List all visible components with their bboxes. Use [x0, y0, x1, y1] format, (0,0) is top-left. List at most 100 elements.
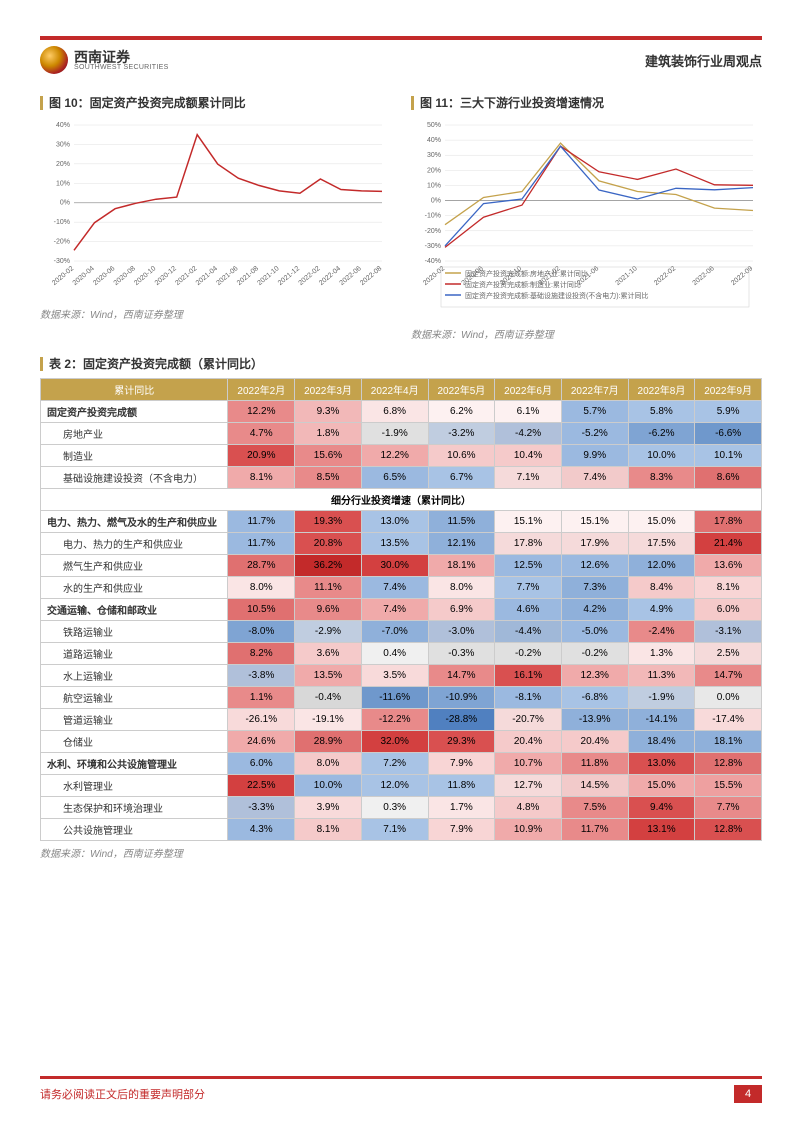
table-cell: 6.0%: [695, 599, 762, 621]
table-cell: 12.2%: [228, 401, 295, 423]
row-label: 航空运输业: [41, 687, 228, 709]
row-label: 制造业: [41, 445, 228, 467]
table-cell: -26.1%: [228, 709, 295, 731]
svg-text:2020-04: 2020-04: [72, 265, 96, 287]
svg-text:50%: 50%: [427, 122, 441, 129]
table-cell: 19.3%: [295, 511, 362, 533]
header-red-bar: [40, 36, 762, 40]
table-cell: 3.9%: [295, 797, 362, 819]
logo-en: SOUTHWEST SECURITIES: [74, 64, 169, 71]
table-row: 电力、热力、燃气及水的生产和供应业11.7%19.3%13.0%11.5%15.…: [41, 511, 762, 533]
svg-text:10%: 10%: [56, 180, 70, 187]
table-2: 累计同比2022年2月2022年3月2022年4月2022年5月2022年6月2…: [40, 378, 762, 841]
table-cell: 15.0%: [628, 511, 695, 533]
table-cell: 10.9%: [495, 819, 562, 841]
table-cell: -0.2%: [561, 643, 628, 665]
table-header: 2022年9月: [695, 379, 762, 401]
table-cell: 18.1%: [428, 555, 495, 577]
row-label: 道路运输业: [41, 643, 228, 665]
table-cell: -10.9%: [428, 687, 495, 709]
svg-text:2020-02: 2020-02: [422, 265, 446, 287]
svg-text:2022-06: 2022-06: [339, 265, 363, 287]
row-label: 基础设施建设投资（不含电力）: [41, 467, 228, 489]
svg-text:-20%: -20%: [54, 239, 70, 246]
table-2-title: 表 2：固定资产投资完成额（累计同比）: [49, 355, 263, 372]
table-cell: 1.7%: [428, 797, 495, 819]
table-cell: -0.4%: [295, 687, 362, 709]
table-cell: 10.0%: [628, 445, 695, 467]
table-row: 制造业20.9%15.6%12.2%10.6%10.4%9.9%10.0%10.…: [41, 445, 762, 467]
svg-text:40%: 40%: [427, 137, 441, 144]
table-cell: 32.0%: [361, 731, 428, 753]
table-cell: 12.0%: [361, 775, 428, 797]
table-cell: 30.0%: [361, 555, 428, 577]
row-label: 生态保护和环境治理业: [41, 797, 228, 819]
table-cell: 12.7%: [495, 775, 562, 797]
table-cell: 8.1%: [228, 467, 295, 489]
table-cell: 5.8%: [628, 401, 695, 423]
table-cell: 20.4%: [495, 731, 562, 753]
table-cell: 12.2%: [361, 445, 428, 467]
table-cell: 12.8%: [695, 753, 762, 775]
row-label: 管道运输业: [41, 709, 228, 731]
table-cell: 5.7%: [561, 401, 628, 423]
table-cell: 14.7%: [428, 665, 495, 687]
table-cell: 15.1%: [495, 511, 562, 533]
svg-text:固定资产投资完成额:制造业:累计同比: 固定资产投资完成额:制造业:累计同比: [465, 280, 581, 289]
table-row: 管道运输业-26.1%-19.1%-12.2%-28.8%-20.7%-13.9…: [41, 709, 762, 731]
table-row: 仓储业24.6%28.9%32.0%29.3%20.4%20.4%18.4%18…: [41, 731, 762, 753]
svg-text:2022-02: 2022-02: [653, 265, 677, 287]
table-cell: 9.3%: [295, 401, 362, 423]
table-cell: 17.8%: [695, 511, 762, 533]
table-cell: -5.2%: [561, 423, 628, 445]
table-cell: 4.6%: [495, 599, 562, 621]
table-cell: 15.1%: [561, 511, 628, 533]
table-cell: 11.8%: [561, 753, 628, 775]
table-cell: -1.9%: [361, 423, 428, 445]
table-cell: 7.9%: [428, 753, 495, 775]
table-cell: 10.6%: [428, 445, 495, 467]
footer-line: [40, 1076, 762, 1079]
table-cell: 7.5%: [561, 797, 628, 819]
table-cell: 36.2%: [295, 555, 362, 577]
table-cell: 11.7%: [228, 511, 295, 533]
table-cell: 28.7%: [228, 555, 295, 577]
table-row: 航空运输业1.1%-0.4%-11.6%-10.9%-8.1%-6.8%-1.9…: [41, 687, 762, 709]
table-cell: -12.2%: [361, 709, 428, 731]
table-cell: 14.7%: [695, 665, 762, 687]
table-cell: 17.5%: [628, 533, 695, 555]
table-cell: 8.5%: [295, 467, 362, 489]
table-cell: 11.1%: [295, 577, 362, 599]
table-cell: 18.4%: [628, 731, 695, 753]
header-row: 西南证券 SOUTHWEST SECURITIES 建筑装饰行业周观点: [40, 46, 762, 74]
row-label: 仓储业: [41, 731, 228, 753]
table-cell: 13.0%: [361, 511, 428, 533]
table-cell: 12.8%: [695, 819, 762, 841]
table-cell: 2.5%: [695, 643, 762, 665]
table-row: 水的生产和供应业8.0%11.1%7.4%8.0%7.7%7.3%8.4%8.1…: [41, 577, 762, 599]
table-cell: 9.4%: [628, 797, 695, 819]
svg-text:2020-02: 2020-02: [51, 265, 75, 287]
table-cell: 10.5%: [228, 599, 295, 621]
table-cell: 12.3%: [561, 665, 628, 687]
table-cell: 15.6%: [295, 445, 362, 467]
table-cell: 8.6%: [695, 467, 762, 489]
table-cell: 13.6%: [695, 555, 762, 577]
table-cell: 20.4%: [561, 731, 628, 753]
table-cell: -3.1%: [695, 621, 762, 643]
svg-text:-10%: -10%: [425, 213, 441, 220]
table-cell: 28.9%: [295, 731, 362, 753]
table-row: 房地产业4.7%1.8%-1.9%-3.2%-4.2%-5.2%-6.2%-6.…: [41, 423, 762, 445]
table-row: 铁路运输业-8.0%-2.9%-7.0%-3.0%-4.4%-5.0%-2.4%…: [41, 621, 762, 643]
table-cell: 3.6%: [295, 643, 362, 665]
table-cell: 11.8%: [428, 775, 495, 797]
table-cell: 12.1%: [428, 533, 495, 555]
table-cell: 13.0%: [628, 753, 695, 775]
table-cell: -3.2%: [428, 423, 495, 445]
table-row: 生态保护和环境治理业-3.3%3.9%0.3%1.7%4.8%7.5%9.4%7…: [41, 797, 762, 819]
svg-text:20%: 20%: [427, 167, 441, 174]
table-2-source: 数据来源：Wind，西南证券整理: [40, 845, 762, 860]
table-cell: 7.1%: [361, 819, 428, 841]
doc-title: 建筑装饰行业周观点: [645, 51, 762, 70]
table-header: 2022年5月: [428, 379, 495, 401]
